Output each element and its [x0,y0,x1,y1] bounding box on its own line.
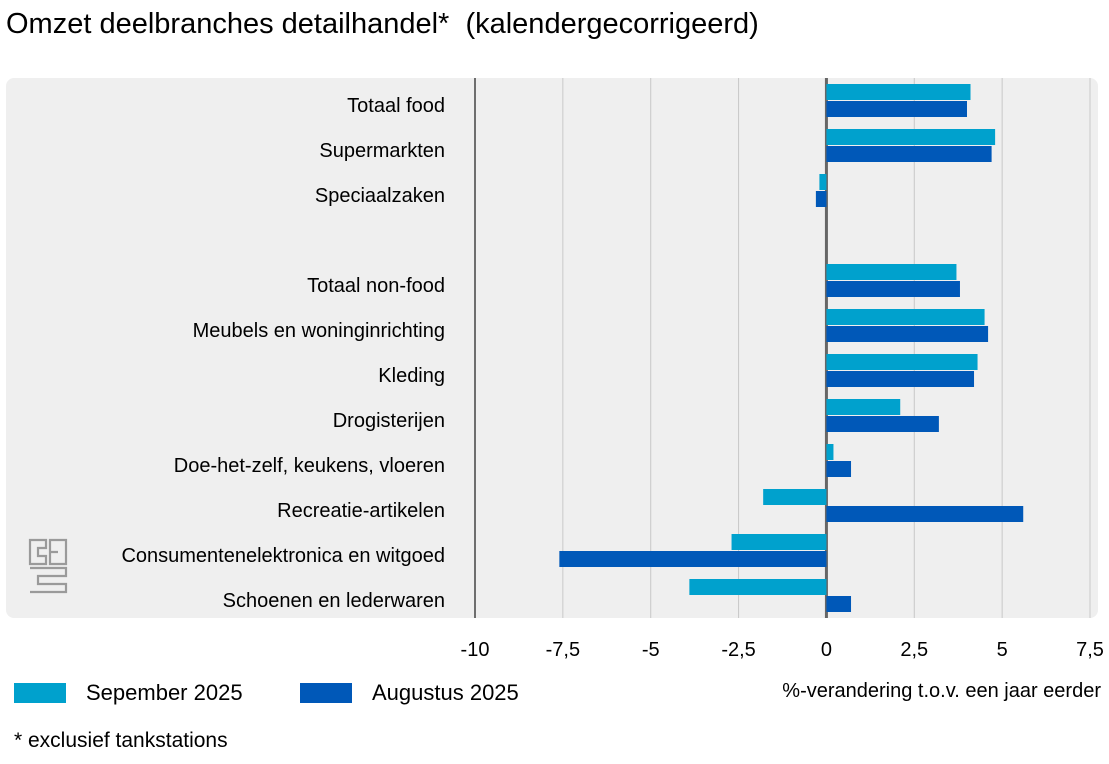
x-tick-label: 5 [997,639,1008,661]
bar-september [819,174,827,190]
bar-september [763,489,827,505]
tick-labels: -10 -7,5 -5 -2,5 0 2,5 5 7,5 [461,639,1104,661]
bar-augustus [815,191,827,207]
bar-chart: Totaal food Supermarkten Speciaalzaken Tota… [6,78,1104,661]
bar-september [826,129,996,145]
category-label: Schoenen en lederwaren [223,590,445,612]
legend-label-september: Sepember 2025 [86,680,243,705]
bars [559,84,1024,612]
x-tick-label: 2,5 [900,639,928,661]
bar-september [731,534,827,550]
x-tick-label: -10 [461,639,490,661]
category-label: Drogisterijen [333,410,445,432]
category-labels: Totaal food Supermarkten Speciaalzaken Tota… [121,95,445,612]
category-label: Totaal food [347,95,445,117]
legend-swatch-augustus [300,683,352,703]
category-label: Kleding [378,365,445,387]
bar-september [826,399,901,415]
category-label: Consumentenelektronica en witgoed [121,545,445,567]
bar-september [826,309,985,325]
x-tick-label: -2,5 [721,639,755,661]
chart-title: Omzet deelbranches detailhandel* (kalend… [6,8,759,40]
legend-item-september: Sepember 2025 [14,680,243,706]
legend-item-augustus: Augustus 2025 [300,680,519,706]
category-label: Doe-het-zelf, keukens, vloeren [174,455,445,477]
bar-augustus [826,101,967,117]
bar-september [826,84,971,100]
bar-augustus [826,146,992,162]
bar-augustus [826,506,1024,522]
x-tick-label: -7,5 [546,639,580,661]
bar-september [826,264,957,280]
category-label: Speciaalzaken [315,185,445,207]
bar-augustus [826,596,852,612]
x-tick-label: 0 [821,639,832,661]
x-axis-label: %-verandering t.o.v. een jaar eerder [782,680,1101,702]
footnote: * exclusief tankstations [14,729,228,752]
bar-augustus [826,371,975,387]
bar-augustus [826,326,989,342]
category-label: Recreatie-artikelen [277,500,445,522]
bar-augustus [559,551,827,567]
bar-september [826,444,834,460]
x-tick-label: 7,5 [1076,639,1104,661]
legend-swatch-september [14,683,66,703]
bar-september [689,579,827,595]
bar-september [826,354,978,370]
category-label: Totaal non-food [307,275,445,297]
gridlines [474,78,1091,618]
bar-augustus [826,461,852,477]
x-tick-label: -5 [642,639,660,661]
category-label: Supermarkten [319,140,445,162]
bar-augustus [826,281,960,297]
legend-label-augustus: Augustus 2025 [372,680,519,705]
cbs-logo-icon [28,538,68,594]
bar-augustus [826,416,939,432]
category-label: Meubels en woninginrichting [193,320,445,342]
